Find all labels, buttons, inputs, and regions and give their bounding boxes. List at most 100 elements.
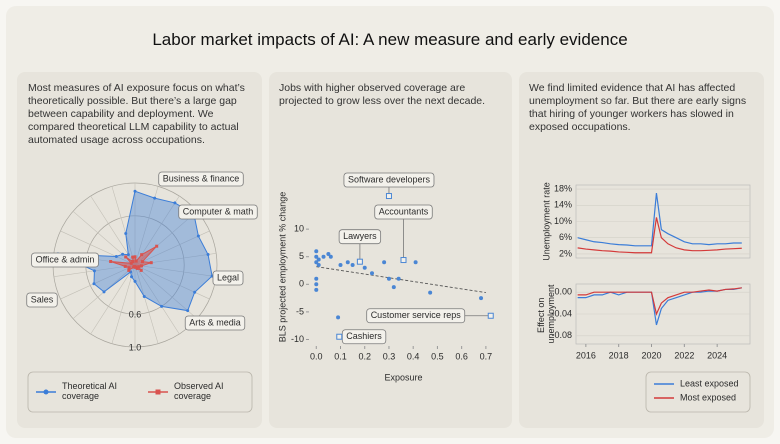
point <box>391 285 396 290</box>
vertex-marker <box>92 282 96 286</box>
annotation-label-box <box>366 308 466 324</box>
category-label: Computer & math <box>183 206 254 216</box>
annotation-label-box <box>338 229 382 245</box>
point <box>382 260 387 265</box>
x-tick-label: 0.6 <box>455 351 468 361</box>
legend-box <box>645 371 751 413</box>
point <box>350 263 355 267</box>
point <box>316 263 321 267</box>
annotation-label: Accountants <box>379 206 429 216</box>
legend-label-line: coverage <box>62 391 99 401</box>
x-tick-label: 2022 <box>674 350 694 360</box>
vertex-marker <box>139 268 143 272</box>
x-tick-label: 2016 <box>576 350 596 360</box>
vertex-marker <box>134 259 138 263</box>
legend-label: Most exposed <box>680 392 736 402</box>
legend-label: Theoretical AI coverage <box>62 381 120 401</box>
point <box>479 296 484 301</box>
legend-marker <box>43 389 49 395</box>
y-tick-label: 18% <box>554 183 572 193</box>
panel-text: We find limited evidence that AI has aff… <box>529 82 747 133</box>
vertex-marker <box>186 309 190 313</box>
radial-tick-label: 1.0 <box>129 342 142 352</box>
category-label: Business & finance <box>163 173 240 183</box>
vertex-marker <box>130 275 134 279</box>
series-line <box>577 217 742 254</box>
annotation-point <box>356 258 363 265</box>
point <box>321 254 326 259</box>
point <box>314 287 319 292</box>
vertex-marker <box>133 255 137 259</box>
x-tick-label: 0.5 <box>431 351 444 361</box>
x-tick-label: 0.1 <box>334 351 347 361</box>
point <box>328 254 333 259</box>
legend-label-line: Theoretical AI <box>62 381 120 391</box>
vertex-marker <box>142 294 146 298</box>
vertex-marker <box>92 269 96 273</box>
point <box>370 271 374 276</box>
y-tick-label: 14% <box>554 200 572 210</box>
vertex-marker <box>196 234 200 238</box>
vertex-marker <box>160 304 164 308</box>
y-tick-label: 0 <box>299 279 304 289</box>
spoke <box>134 264 217 277</box>
vertex-marker <box>133 279 137 283</box>
point <box>314 282 319 287</box>
y-axis-label: BLS projected employment % change <box>277 192 287 343</box>
y-tick-label: 2% <box>559 248 572 258</box>
category-label: Office & admin <box>36 254 95 264</box>
spoke <box>134 264 180 335</box>
annotation-point <box>487 312 494 319</box>
legend-box <box>27 371 253 413</box>
vertex-marker <box>131 260 135 264</box>
vertex-marker <box>131 255 135 259</box>
x-tick-label: 0.7 <box>480 351 493 361</box>
y-tick-label: 5 <box>299 251 304 261</box>
category-label: Sales <box>31 294 54 304</box>
legend-label-line: Observed AI <box>174 381 226 391</box>
series-line <box>577 193 742 247</box>
point <box>316 257 321 262</box>
panel <box>519 72 764 428</box>
vertex-marker <box>114 254 118 258</box>
category-label: Legal <box>217 272 239 282</box>
point <box>314 260 319 265</box>
category-label: Arts & media <box>189 317 241 327</box>
y-tick-label: 0.00 <box>554 287 572 297</box>
x-tick-label: 2024 <box>707 350 727 360</box>
annotation-point <box>385 193 392 200</box>
y-tick-label: -0.08 <box>551 330 572 340</box>
y-axis-label: Unemployment rate <box>541 182 551 261</box>
series-line <box>577 287 742 316</box>
point <box>413 260 418 265</box>
annotation-label-box <box>343 172 435 188</box>
legend-label: Least exposed <box>680 378 739 388</box>
vertex-marker <box>193 290 197 294</box>
annotation-label-box <box>374 204 433 220</box>
vertex-marker <box>139 264 143 268</box>
y-tick-label: 10 <box>294 224 304 234</box>
page-title: Labor market impacts of AI: A new measur… <box>152 30 628 49</box>
panel-text: Jobs with higher observed coverage are p… <box>279 82 486 107</box>
category-label-box <box>31 252 99 268</box>
annotation-point <box>336 333 343 340</box>
vertex-marker <box>127 266 131 270</box>
vertex-marker <box>133 189 137 193</box>
x-tick-label: 0.2 <box>358 351 371 361</box>
spoke <box>90 264 136 335</box>
x-tick-label: 0.3 <box>383 351 396 361</box>
vertex-marker <box>102 290 106 294</box>
annotation-label: Software developers <box>348 174 431 184</box>
vertex-marker <box>124 255 128 259</box>
vertex-marker <box>153 196 157 200</box>
point <box>336 315 341 320</box>
vertex-marker <box>121 252 125 256</box>
vertex-marker <box>124 232 128 236</box>
spoke <box>60 264 136 300</box>
vertex-marker <box>127 268 131 272</box>
vertex-marker <box>109 259 113 263</box>
vertex-marker <box>206 252 210 256</box>
legend-label: Observed AI coverage <box>174 381 226 401</box>
